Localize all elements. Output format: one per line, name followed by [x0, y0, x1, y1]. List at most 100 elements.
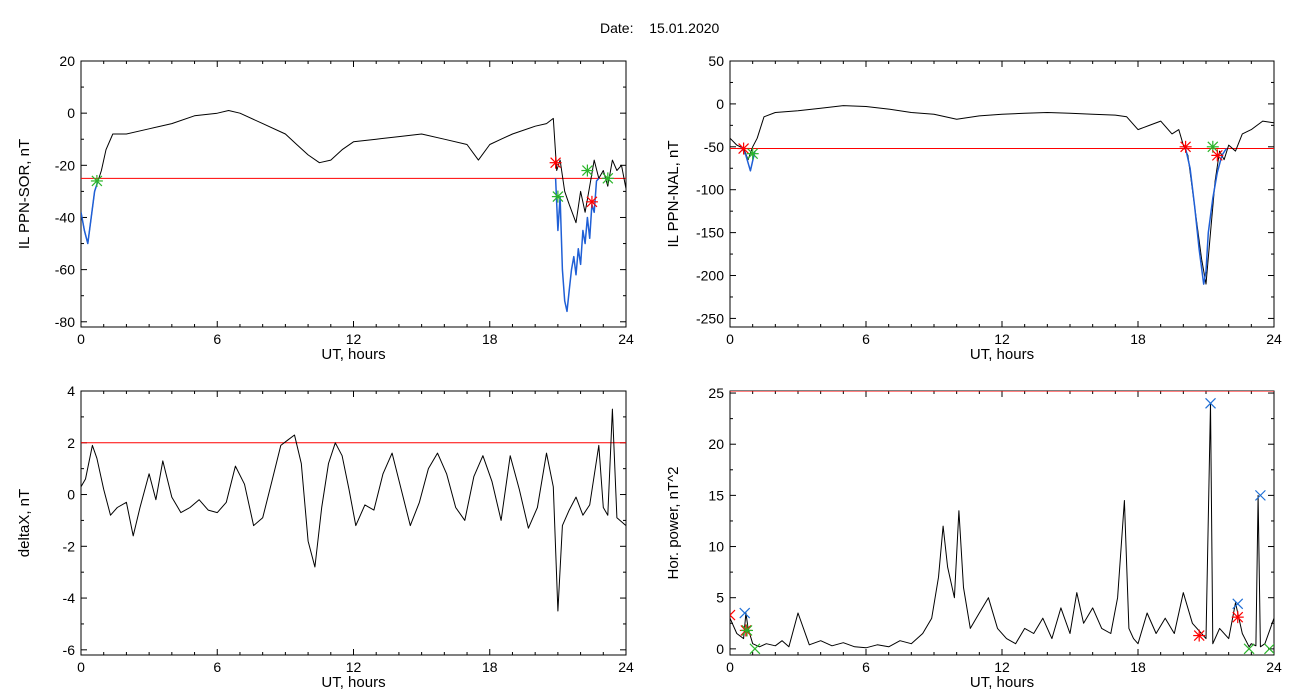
- y-tick-label: 5: [716, 590, 724, 606]
- event-segment-line: [554, 177, 600, 313]
- signal-line: [81, 110, 626, 244]
- marker-stroke: [749, 643, 761, 655]
- date-header: Date: 15.01.2020: [600, 20, 760, 36]
- chart-power: 0 6 12 18 24 25 20 15 10 5 0 UT, hours Hor. power, n…: [665, 385, 1282, 691]
- y-tick-label: -20: [55, 157, 75, 173]
- y-tick-label: 50: [708, 53, 724, 69]
- x-tick-label: 24: [1266, 331, 1282, 347]
- marker-red-star: [1193, 629, 1206, 642]
- y-axis-label: deltaX, nT: [16, 489, 33, 557]
- date-value: 15.01.2020: [649, 20, 720, 36]
- marker-stroke: [1243, 643, 1255, 655]
- x-tick-label: 0: [726, 659, 734, 675]
- x-axis-label: UT, hours: [321, 674, 385, 691]
- marker-stroke: [1254, 489, 1266, 501]
- plot-data: [81, 408, 626, 612]
- y-tick-label: 0: [716, 641, 724, 657]
- x-tick-label: 6: [862, 331, 870, 347]
- x-tick-label: 6: [213, 659, 221, 675]
- y-tick-label: 25: [708, 385, 724, 401]
- y-tick-label: 20: [59, 53, 75, 69]
- y-tick-label: -150: [696, 225, 724, 241]
- x-axis-label: UT, hours: [321, 346, 385, 363]
- y-tick-label: -60: [55, 262, 75, 278]
- x-tick-label: 18: [482, 331, 498, 347]
- marker-blue-x: [1254, 489, 1266, 501]
- y-tick-label: -200: [696, 268, 724, 284]
- plot-data: [730, 105, 1274, 285]
- x-tick-label: 18: [1130, 659, 1146, 675]
- marker-red-star: [585, 195, 598, 208]
- plot-frame: [80, 60, 627, 328]
- marker-green-star: [551, 190, 564, 203]
- y-tick-label: 2: [67, 435, 75, 451]
- plot-data: [730, 391, 1274, 655]
- plot-frame: [729, 60, 1275, 328]
- x-tick-label: 0: [77, 659, 85, 675]
- y-tick-label: -250: [696, 310, 724, 326]
- x-tick-label: 18: [1130, 331, 1146, 347]
- marker-green-x: [749, 643, 761, 655]
- x-tick-label: 24: [1266, 659, 1282, 675]
- marker-red-star: [737, 142, 750, 155]
- chart-nal: 0 6 12 18 24 50 0 -50 -100 -150 -200 -250 UT, hours I…: [665, 53, 1282, 363]
- marker-red-star: [1231, 611, 1244, 624]
- x-tick-label: 12: [346, 659, 362, 675]
- x-tick-label: 12: [994, 659, 1010, 675]
- marker-blue-x: [1205, 397, 1216, 409]
- x-tick-label: 18: [482, 659, 498, 675]
- y-axis-label: IL PPN-SOR, nT: [16, 139, 33, 249]
- x-tick-label: 12: [346, 331, 362, 347]
- marker-blue-x: [739, 607, 751, 619]
- date-label: Date:: [600, 20, 634, 36]
- plot-frame: [80, 390, 627, 656]
- event-segment-line: [81, 180, 99, 245]
- x-tick-label: 24: [618, 659, 634, 675]
- x-axis-label: UT, hours: [970, 674, 1034, 691]
- y-tick-label: 4: [67, 383, 75, 399]
- x-tick-label: 6: [213, 331, 221, 347]
- y-tick-label: -80: [55, 314, 75, 330]
- signal-line: [730, 402, 1274, 649]
- marker-stroke: [739, 607, 751, 619]
- y-axis-label: IL PPN-NAL, nT: [665, 141, 682, 248]
- marker-green-star: [601, 172, 614, 185]
- y-tick-label: 0: [67, 105, 75, 121]
- y-tick-label: -6: [63, 642, 76, 658]
- y-tick-label: 15: [708, 487, 724, 503]
- plot-data: [81, 110, 626, 313]
- y-tick-label: 20: [708, 436, 724, 452]
- y-tick-label: -50: [704, 139, 724, 155]
- signal-line: [730, 105, 1274, 285]
- marker-stroke: [730, 614, 736, 621]
- marker-stroke: [1232, 598, 1244, 610]
- marker-red-star: [549, 156, 562, 169]
- marker-green-x: [1264, 643, 1274, 655]
- chart-sor: 0 6 12 18 24 20 0 -20 -40 -60 -80 UT, hours IL PPN-S…: [16, 53, 634, 363]
- chart-deltax: 0 6 12 18 24 4 2 0 -2 -4 -6 UT, hours deltaX, nT: [16, 383, 634, 691]
- plot-frame: [729, 390, 1275, 656]
- y-tick-label: -2: [63, 538, 76, 554]
- x-axis-label: UT, hours: [970, 346, 1034, 363]
- x-tick-label: 6: [862, 659, 870, 675]
- x-tick-label: 0: [77, 331, 85, 347]
- signal-line: [81, 408, 626, 612]
- y-tick-label: -40: [55, 209, 75, 225]
- marker-stroke: [730, 609, 736, 616]
- marker-stroke: [1264, 643, 1274, 655]
- marker-green-star: [746, 147, 759, 160]
- marker-green-star: [581, 164, 594, 177]
- x-tick-label: 12: [994, 331, 1010, 347]
- marker-stroke: [1205, 397, 1216, 409]
- y-tick-label: 0: [716, 96, 724, 112]
- marker-green-star: [741, 624, 753, 637]
- event-segment-line: [1184, 148, 1228, 285]
- y-tick-label: 0: [67, 487, 75, 503]
- y-tick-label: -4: [63, 590, 76, 606]
- marker-red-star: [1211, 149, 1224, 162]
- y-axis-label: Hor. power, nT^2: [665, 467, 682, 580]
- marker-blue-x: [1232, 598, 1244, 610]
- x-tick-label: 0: [726, 331, 734, 347]
